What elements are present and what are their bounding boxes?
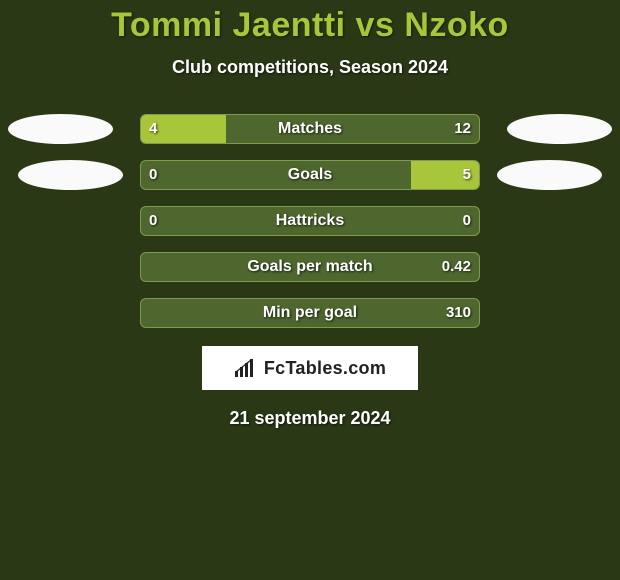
- stat-right-value: 0.42: [442, 253, 471, 281]
- stat-row: 0 0Hattricks: [0, 206, 620, 236]
- bar-track: 412Matches: [140, 114, 480, 144]
- stat-row: 310Min per goal: [0, 298, 620, 328]
- player-avatar-left: [18, 160, 123, 190]
- stat-row: 05Goals: [0, 160, 620, 190]
- bars-area: 412Matches05Goals00Hattricks0.42Goals pe…: [0, 114, 620, 328]
- stat-label: Goals per match: [141, 253, 479, 281]
- stat-left-value: 0: [149, 161, 157, 189]
- stat-label: Min per goal: [141, 299, 479, 327]
- page-title: Tommi Jaentti vs Nzoko: [0, 0, 620, 45]
- player-avatar-right: [497, 160, 602, 190]
- stat-row: 412Matches: [0, 114, 620, 144]
- bar-track: 310Min per goal: [140, 298, 480, 328]
- bar-fill-left: [141, 115, 226, 143]
- bars-icon: [234, 359, 258, 377]
- stat-right-value: 12: [454, 115, 471, 143]
- comparison-infographic: Tommi Jaentti vs Nzoko Club competitions…: [0, 0, 620, 580]
- stat-left-value: 0: [149, 207, 157, 235]
- bar-track: 0 0Hattricks: [140, 206, 480, 236]
- date-line: 21 september 2024: [0, 408, 620, 429]
- bar-track: 05Goals: [140, 160, 480, 190]
- bar-fill-right: [411, 161, 479, 189]
- player-avatar-left: [8, 114, 113, 144]
- stat-right-value: 310: [446, 299, 471, 327]
- logo-box: FcTables.com: [202, 346, 418, 390]
- subtitle: Club competitions, Season 2024: [0, 57, 620, 78]
- stat-row: 0.42Goals per match: [0, 252, 620, 282]
- stat-label: Hattricks: [141, 207, 479, 235]
- logo-text: FcTables.com: [264, 358, 386, 379]
- player-avatar-right: [507, 114, 612, 144]
- stat-right-value: 0: [463, 207, 471, 235]
- bar-track: 0.42Goals per match: [140, 252, 480, 282]
